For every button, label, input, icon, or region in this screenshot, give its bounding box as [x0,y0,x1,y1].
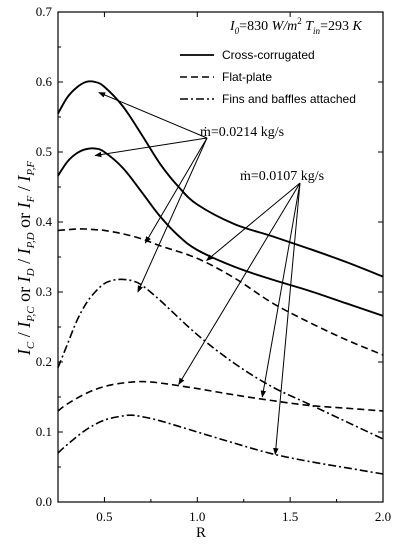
annotation-arrow [98,92,208,139]
svg-text:IC / IP,C or ID / IP,D or: IC / IP,C or ID / IP,D or IF / IP,F [14,161,37,357]
y-tick-label: 0.2 [36,354,52,369]
annotation-arrow [94,137,208,158]
series-layer [57,80,384,475]
y-axis-label: IC / IP,C or ID / IP,D or IF / IP,F [14,161,37,357]
legend-label-fins-baffles: Fins and baffles attached [222,92,356,106]
y-tick-label: 0.1 [36,424,52,439]
annotation-flow-0107: ṁ=0.0107 kg/s [240,169,324,184]
annotation-flow-0214: ṁ=0.0214 kg/s [200,125,284,140]
x-tick-label: 0.5 [96,509,112,524]
annotation-arrow [260,182,301,398]
series-line-dashdot-00107 [57,414,384,475]
x-axis-label: R [196,525,206,541]
y-tick-label: 0.0 [36,494,52,509]
x-tick-label: 1.0 [189,509,205,524]
series-line-dashdot-00214 [57,278,384,440]
svg-text:I0=830 W/m2 Tin=293 K: I0=830 W/m2 Tin=293 K [229,16,362,36]
legend-label-flat-plate: Flat-plate [222,70,272,84]
annotation-arrow [144,137,208,244]
plot-frame [57,11,384,503]
conditions-text: I0=830 W/m2 Tin=293 K [229,16,362,36]
legend: Cross-corrugated Flat-plate Fins and baf… [180,48,356,106]
y-tick-label: 0.6 [36,74,53,89]
annotation-arrows [94,92,301,456]
x-tick-label: 2.0 [375,509,391,524]
series-line-solid-00214 [57,80,384,278]
y-tick-label: 0.4 [36,214,53,229]
y-tick-label: 0.7 [36,4,53,19]
y-tick-label: 0.3 [36,284,52,299]
annotation-arrow [273,182,301,456]
series-line-dashed-00214 [57,228,384,356]
y-tick-label: 0.5 [36,144,52,159]
series-line-dashed-00107 [57,380,384,412]
x-tick-label: 1.5 [282,509,298,524]
legend-label-cross-corrugated: Cross-corrugated [222,48,315,62]
series-line-solid-00107 [57,147,384,317]
annotation-arrow [178,182,301,385]
annotation-arrow [137,137,208,293]
annotation-arrow [206,182,301,261]
axis-ticks: 0.0 0.1 0.2 0.3 0.4 0.5 0.6 0.7 0.5 1.0 1.5 2.0 [36,4,391,524]
